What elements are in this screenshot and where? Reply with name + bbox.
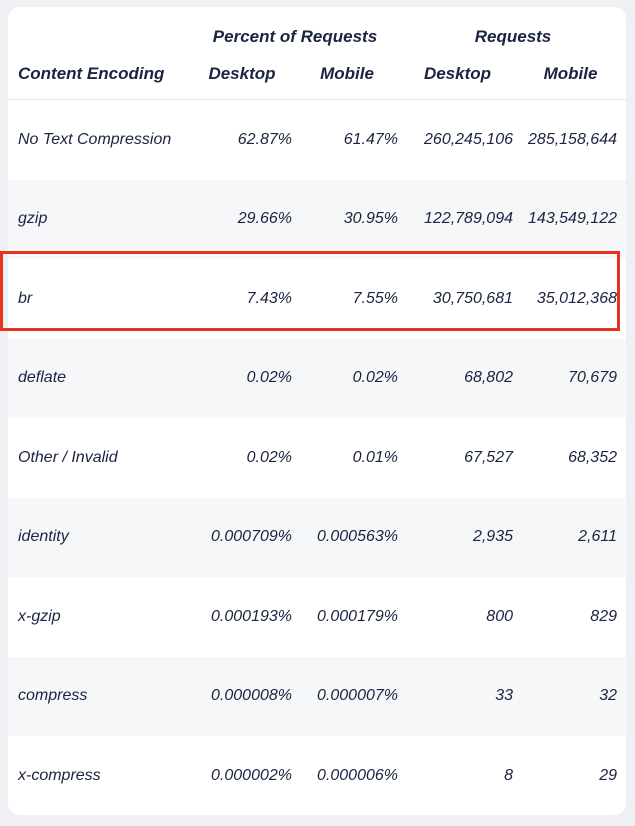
cell-pct-desktop: 0.02% bbox=[246, 369, 292, 387]
cell-encoding: gzip bbox=[18, 210, 48, 228]
cell-pct-mobile: 61.47% bbox=[343, 130, 398, 148]
cell-encoding: deflate bbox=[18, 369, 67, 387]
column-header-pct-mobile: Mobile bbox=[320, 64, 374, 83]
cell-req-mobile: 35,012,368 bbox=[536, 289, 617, 307]
cell-encoding: Other / Invalid bbox=[18, 448, 118, 466]
column-header-encoding: Content Encoding bbox=[18, 64, 165, 83]
table-row: compress 0.000008% 0.000007% 33 32 bbox=[8, 656, 626, 736]
cell-pct-desktop: 7.43% bbox=[246, 289, 292, 307]
cell-req-desktop: 30,750,681 bbox=[432, 289, 513, 307]
cell-pct-desktop: 29.66% bbox=[237, 210, 292, 228]
cell-pct-mobile: 0.000007% bbox=[317, 687, 398, 705]
cell-req-mobile: 68,352 bbox=[568, 448, 617, 466]
cell-req-mobile: 29 bbox=[599, 766, 617, 784]
cell-pct-desktop: 0.02% bbox=[246, 448, 292, 466]
cell-pct-desktop: 0.000008% bbox=[211, 687, 292, 705]
cell-req-mobile: 70,679 bbox=[568, 369, 617, 387]
cell-req-mobile: 829 bbox=[590, 607, 617, 625]
cell-pct-desktop: 0.000002% bbox=[211, 766, 292, 784]
column-header-pct-desktop: Desktop bbox=[208, 64, 276, 83]
column-header-req-desktop: Desktop bbox=[423, 64, 492, 83]
table-row: x-gzip 0.000193% 0.000179% 800 829 bbox=[8, 577, 626, 657]
cell-req-desktop: 260,245,106 bbox=[424, 130, 513, 148]
cell-encoding: x-compress bbox=[18, 766, 101, 784]
cell-req-desktop: 8 bbox=[504, 766, 513, 784]
cell-req-mobile: 143,549,122 bbox=[528, 210, 617, 228]
cell-pct-desktop: 0.000193% bbox=[211, 607, 292, 625]
table-row: gzip 29.66% 30.95% 122,789,094 143,549,1… bbox=[8, 179, 626, 259]
column-header-row: Content Encoding Desktop Mobile Desktop … bbox=[8, 49, 626, 100]
group-header-requests: Requests bbox=[474, 27, 552, 46]
cell-req-mobile: 285,158,644 bbox=[528, 130, 617, 148]
cell-req-desktop: 67,527 bbox=[464, 448, 513, 466]
cell-req-desktop: 2,935 bbox=[472, 528, 513, 546]
cell-pct-mobile: 0.000179% bbox=[317, 607, 398, 625]
cell-pct-mobile: 0.02% bbox=[352, 369, 398, 387]
cell-pct-mobile: 0.000006% bbox=[317, 766, 398, 784]
group-header-row: Percent of Requests Requests bbox=[8, 7, 626, 49]
cell-pct-mobile: 0.000563% bbox=[317, 528, 398, 546]
cell-pct-desktop: 0.000709% bbox=[211, 528, 292, 546]
table-row: identity 0.000709% 0.000563% 2,935 2,611 bbox=[8, 497, 626, 577]
cell-req-mobile: 32 bbox=[599, 687, 617, 705]
cell-encoding: No Text Compression bbox=[18, 130, 172, 148]
cell-pct-mobile: 0.01% bbox=[352, 448, 398, 466]
cell-encoding: compress bbox=[18, 687, 88, 705]
cell-encoding: identity bbox=[18, 528, 69, 546]
cell-pct-mobile: 7.55% bbox=[352, 289, 398, 307]
table-row: deflate 0.02% 0.02% 68,802 70,679 bbox=[8, 338, 626, 418]
table-row: Other / Invalid 0.02% 0.01% 67,527 68,35… bbox=[8, 418, 626, 498]
table-row: x-compress 0.000002% 0.000006% 8 29 bbox=[8, 736, 626, 815]
column-header-req-mobile: Mobile bbox=[543, 64, 598, 83]
cell-req-desktop: 33 bbox=[495, 687, 513, 705]
cell-pct-desktop: 62.87% bbox=[237, 130, 292, 148]
cell-req-desktop: 800 bbox=[486, 607, 513, 625]
cell-req-mobile: 2,611 bbox=[578, 528, 617, 546]
cell-encoding: x-gzip bbox=[18, 607, 61, 625]
cell-pct-mobile: 30.95% bbox=[343, 210, 398, 228]
table-row: No Text Compression 62.87% 61.47% 260,24… bbox=[8, 100, 626, 180]
table-row-highlighted: br 7.43% 7.55% 30,750,681 35,012,368 bbox=[8, 259, 626, 339]
content-encoding-table: Percent of Requests Requests Content Enc… bbox=[8, 7, 626, 815]
cell-encoding: br bbox=[18, 289, 33, 307]
cell-req-desktop: 122,789,094 bbox=[424, 210, 513, 228]
cell-req-desktop: 68,802 bbox=[464, 369, 513, 387]
group-header-percent: Percent of Requests bbox=[212, 27, 378, 46]
